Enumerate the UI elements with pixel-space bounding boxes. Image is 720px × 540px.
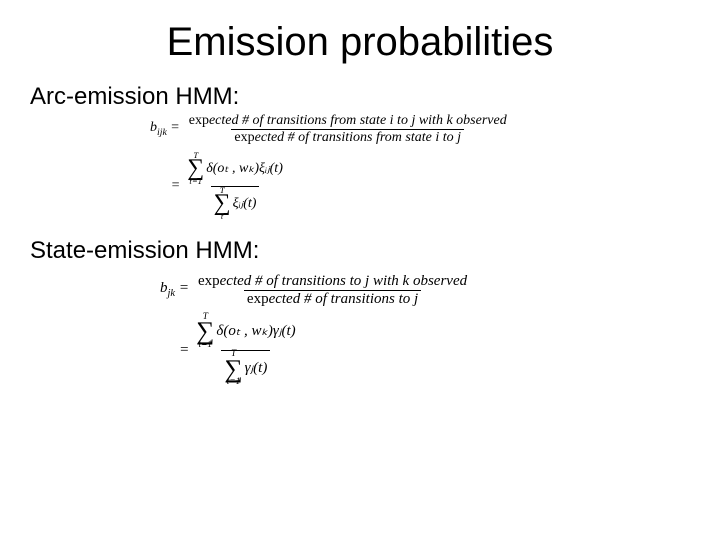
arc-sigma-den-bot: t [221,213,223,220]
state-equation: bjk = expected # of transitions to j wit… [160,273,690,387]
arc-sigma-num: T ∑ t=1 δ(oₜ , wₖ)ξᵢⱼ(t) [184,152,286,186]
arc-eq-sign: = [170,120,179,135]
state-eq-line2: bjk = T ∑ t=1 δ(oₜ , wₖ)γⱼ(t) T ∑ t=1 [160,314,690,387]
state-eq-sign: = [179,280,189,296]
arc-num-expr: δ(oₜ , wₖ)ξᵢⱼ(t) [206,162,283,176]
arc-den-rest: ected # of transitions from state i to j [255,130,461,145]
arc-sigma-den: T ∑ t ξᵢⱼ(t) [211,186,260,221]
arc-sigma-num-bot: t=1 [189,178,202,185]
arc-lhs-var: b [150,120,157,135]
state-den-rest: ected # of transitions to j [269,291,419,307]
sigma-symbol: ∑ [224,359,242,379]
arc-den-expr: ξᵢⱼ(t) [233,197,257,211]
sigma-icon: T ∑ t [214,187,231,221]
state-eq-line1: bjk = expected # of transitions to j wit… [160,273,690,308]
state-text-frac-num: expected # of transitions to j with k ob… [195,273,470,290]
arc-text-frac-den: expected # of transitions from state i t… [231,129,464,146]
arc-eq-line1: bijk = expected # of transitions from st… [150,113,690,146]
arc-equation: bijk = expected # of transitions from st… [150,113,690,221]
arc-num-pre: exp [189,113,209,128]
state-eq-sign-2: = [179,343,193,358]
sigma-symbol: ∑ [196,321,214,341]
state-sigma-num-bot: t=1 [199,342,213,350]
arc-heading: Arc-emission HMM: [30,83,690,111]
state-num-expr: δ(oₜ , wₖ)γⱼ(t) [216,324,295,339]
state-num-pre: exp [198,273,220,289]
state-lhs: bjk = [160,281,193,300]
page-title: Emission probabilities [30,20,690,65]
arc-eq-sign-2: = [171,179,184,193]
state-heading: State-emission HMM: [30,237,690,265]
state-sigma-den-bot: t=1 [227,379,241,387]
arc-den-pre: exp [234,130,254,145]
state-lhs-var: b [160,280,168,296]
arc-lhs-sub: ijk [157,127,167,138]
slide: Emission probabilities Arc-emission HMM:… [0,0,720,540]
arc-text-frac-num: expected # of transitions from state i t… [186,113,510,129]
sigma-icon: T ∑ t=1 [196,314,214,350]
arc-eq-line2: bijk = T ∑ t=1 δ(oₜ , wₖ)ξᵢⱼ(t) T ∑ t [150,152,690,221]
state-den-pre: exp [247,291,269,307]
state-sigma-den: T ∑ t=1 γⱼ(t) [221,350,270,387]
arc-text-frac: expected # of transitions from state i t… [186,113,510,146]
sigma-icon: T ∑ t=1 [224,351,242,387]
arc-lhs: bijk = [150,121,184,138]
state-text-frac-den: expected # of transitions to j [244,290,421,308]
arc-sigma-frac: T ∑ t=1 δ(oₜ , wₖ)ξᵢⱼ(t) T ∑ t ξᵢⱼ(t) [184,152,286,221]
state-den-expr: γⱼ(t) [245,361,268,376]
state-text-frac: expected # of transitions to j with k ob… [195,273,470,308]
state-sigma-num: T ∑ t=1 δ(oₜ , wₖ)γⱼ(t) [193,314,298,350]
sigma-icon: T ∑ t=1 [187,152,204,186]
arc-num-rest: ected # of transitions from state i to j… [209,113,507,128]
state-lhs-sub: jk [168,288,176,299]
state-num-rest: ected # of transitions to j with k obser… [220,273,467,289]
state-sigma-frac: T ∑ t=1 δ(oₜ , wₖ)γⱼ(t) T ∑ t=1 γⱼ(t) [193,314,298,387]
